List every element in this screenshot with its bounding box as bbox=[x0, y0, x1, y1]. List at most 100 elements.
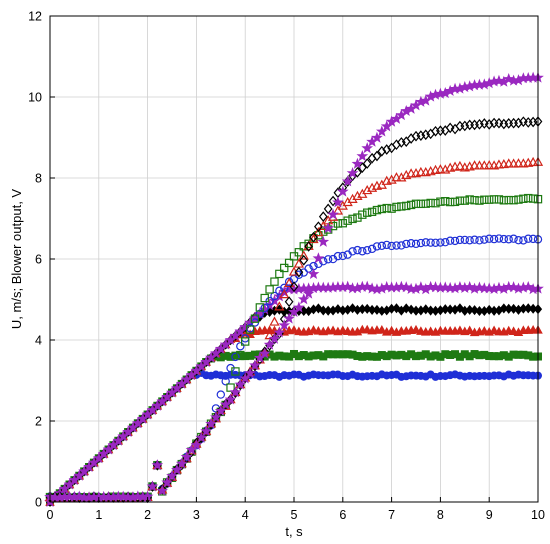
data-point bbox=[524, 193, 533, 203]
y-tick-label: 6 bbox=[35, 253, 42, 267]
data-point bbox=[255, 303, 265, 312]
data-point bbox=[156, 484, 169, 496]
data-point bbox=[255, 309, 265, 319]
data-point bbox=[479, 118, 489, 129]
data-point bbox=[474, 160, 485, 170]
data-point bbox=[327, 208, 339, 220]
data-point bbox=[328, 195, 338, 207]
plot-data bbox=[44, 71, 544, 508]
data-point bbox=[402, 201, 411, 211]
data-point bbox=[406, 239, 416, 248]
x-tick-label: 8 bbox=[437, 508, 444, 522]
data-point bbox=[504, 195, 513, 205]
data-point bbox=[302, 287, 315, 299]
data-point bbox=[289, 281, 299, 293]
data-point bbox=[411, 199, 421, 209]
data-point bbox=[250, 314, 260, 323]
data-point bbox=[341, 280, 354, 292]
y-tick-label: 10 bbox=[28, 91, 42, 105]
data-point bbox=[151, 459, 164, 471]
data-point bbox=[489, 234, 499, 244]
data-point bbox=[205, 417, 217, 429]
data-point bbox=[499, 196, 509, 205]
data-point bbox=[270, 277, 279, 286]
data-point bbox=[524, 234, 533, 243]
data-point bbox=[445, 122, 455, 134]
data-point bbox=[411, 239, 421, 249]
data-point bbox=[397, 241, 406, 250]
data-point bbox=[402, 303, 411, 314]
data-point bbox=[298, 250, 309, 260]
data-point bbox=[372, 205, 382, 215]
data-point bbox=[377, 204, 387, 214]
data-point bbox=[283, 312, 295, 324]
data-point bbox=[278, 319, 291, 331]
data-point bbox=[180, 450, 193, 462]
data-point bbox=[426, 238, 435, 247]
data-point bbox=[514, 195, 523, 204]
data-point bbox=[465, 195, 474, 204]
data-point bbox=[514, 235, 523, 245]
data-point bbox=[236, 342, 245, 351]
data-point bbox=[450, 197, 460, 207]
data-point bbox=[416, 199, 426, 209]
data-point bbox=[353, 245, 362, 255]
data-point bbox=[190, 438, 203, 451]
data-point bbox=[415, 166, 426, 177]
data-point bbox=[312, 252, 325, 264]
data-point bbox=[219, 398, 232, 410]
data-point bbox=[377, 145, 387, 157]
data-point bbox=[258, 347, 271, 359]
x-tick-label: 10 bbox=[531, 508, 545, 522]
data-point bbox=[171, 463, 183, 475]
data-point bbox=[509, 234, 518, 243]
data-point bbox=[175, 457, 188, 469]
data-point bbox=[387, 241, 396, 251]
data-point bbox=[485, 234, 494, 243]
x-tick-label: 5 bbox=[291, 508, 298, 522]
data-point bbox=[372, 150, 382, 162]
data-point bbox=[391, 172, 402, 182]
data-point bbox=[304, 239, 313, 249]
data-point bbox=[431, 198, 440, 208]
data-point bbox=[353, 166, 362, 178]
data-point bbox=[397, 202, 406, 211]
data-point bbox=[386, 325, 397, 335]
data-point bbox=[284, 277, 295, 288]
data-point bbox=[234, 378, 247, 390]
data-point bbox=[260, 303, 269, 313]
data-point bbox=[450, 236, 460, 246]
data-point bbox=[509, 303, 518, 314]
data-point bbox=[245, 325, 255, 334]
data-point bbox=[514, 117, 523, 129]
y-tick-label: 2 bbox=[35, 415, 42, 429]
y-tick-label: 0 bbox=[35, 496, 42, 510]
data-point bbox=[480, 235, 489, 244]
data-point bbox=[322, 222, 335, 234]
data-point bbox=[470, 195, 479, 205]
data-point bbox=[470, 235, 479, 244]
data-point bbox=[475, 236, 484, 245]
data-point bbox=[415, 281, 427, 293]
data-point bbox=[221, 377, 230, 386]
data-point bbox=[367, 207, 377, 217]
data-point bbox=[279, 289, 290, 299]
data-point bbox=[216, 390, 225, 399]
data-point bbox=[280, 283, 289, 293]
data-point bbox=[519, 236, 528, 245]
data-point bbox=[454, 160, 466, 171]
data-point bbox=[362, 158, 372, 169]
data-point bbox=[460, 196, 470, 205]
data-point bbox=[273, 326, 286, 338]
data-point bbox=[214, 404, 227, 416]
data-point bbox=[375, 125, 388, 137]
data-point bbox=[275, 269, 284, 279]
data-point bbox=[426, 198, 435, 208]
data-point bbox=[347, 193, 358, 203]
data-point bbox=[382, 203, 391, 213]
data-point bbox=[297, 293, 310, 305]
data-point bbox=[269, 316, 280, 326]
data-point bbox=[519, 194, 528, 203]
data-point bbox=[231, 352, 240, 362]
